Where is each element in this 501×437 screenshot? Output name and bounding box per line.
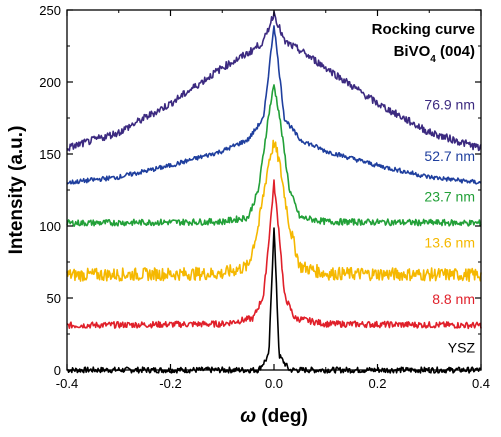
series-line [66, 179, 482, 330]
series-label: 8.8 nm [432, 291, 475, 307]
tick-layer: -0.4 -0.2 0.0 0.2 0.4 0 50 100 150 200 250 [39, 3, 490, 391]
label-layer: YSZ 8.8 nm 13.6 nm 23.7 nm 52.7 nm 76.9 nm [424, 96, 475, 355]
series-label: 23.7 nm [424, 189, 475, 205]
x-axis-label: ω (deg) [240, 406, 308, 427]
series-label: 52.7 nm [424, 148, 475, 164]
y-tick-label: 250 [39, 3, 61, 18]
y-tick-label: 200 [39, 75, 61, 90]
y-tick-label: 150 [39, 147, 61, 162]
x-axis-unit: (deg) [256, 406, 308, 427]
series-label: 76.9 nm [424, 96, 475, 112]
series-label: 13.6 nm [424, 235, 475, 251]
series-line [66, 25, 482, 185]
series-line [66, 84, 482, 228]
series-line [66, 227, 482, 374]
series-layer [66, 10, 482, 374]
series-line [66, 139, 482, 283]
title-subscript: 4 [430, 54, 436, 65]
y-tick-label: 50 [47, 291, 61, 306]
series-label: YSZ [448, 340, 476, 356]
y-axis-label: Intensity (a.u.) [6, 126, 27, 255]
y-tick-label: 0 [54, 363, 61, 378]
title-reflection: (004) [436, 43, 475, 60]
y-tick-label: 100 [39, 219, 61, 234]
x-axis-symbol: ω [240, 406, 256, 427]
chart-title-line1: Rocking curve [372, 21, 475, 38]
x-tick-label: -0.4 [56, 376, 78, 391]
x-tick-label: -0.2 [159, 376, 181, 391]
x-tick-label: 0.4 [472, 376, 490, 391]
x-tick-label: 0.2 [368, 376, 386, 391]
x-tick-label: 0.0 [265, 376, 283, 391]
chart-title-line2: BiVO4 (004) [394, 43, 475, 65]
title-formula: BiVO [394, 43, 431, 60]
